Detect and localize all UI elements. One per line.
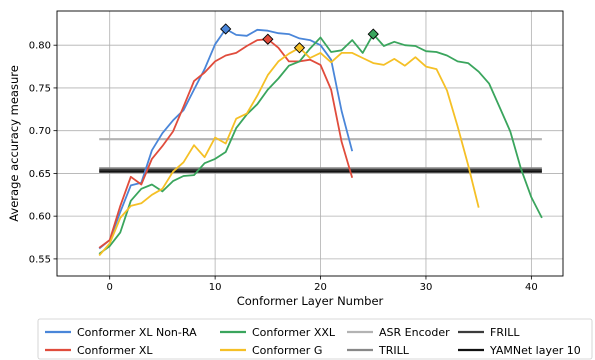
y-tick-label: 0.75	[29, 83, 51, 94]
x-tick-label: 20	[314, 282, 327, 293]
peak-marker-conformer-xl-non-ra	[220, 23, 232, 35]
peak-marker-conformer-xl	[262, 33, 274, 45]
series-line-conformer-g	[98, 46, 480, 257]
x-tick-label: 10	[209, 282, 222, 293]
y-tick-label: 0.55	[29, 254, 51, 265]
legend-label: Conformer XXL	[252, 326, 336, 339]
x-tick-label: 0	[107, 282, 113, 293]
axis-ticks: 0 10 20 30 40 0.55 0.60 0.65 0.70 0.75 0.80	[29, 41, 538, 293]
legend-label: Conformer XL Non-RA	[77, 326, 197, 339]
peak-markers	[220, 23, 379, 54]
y-tick-label: 0.80	[29, 41, 51, 52]
y-tick-label: 0.60	[29, 212, 51, 223]
peak-marker-conformer-xxl	[367, 28, 379, 40]
series-line-conformer-xxl	[98, 33, 543, 255]
y-axis-label: Average accuracy measure	[7, 65, 21, 222]
grid	[57, 11, 563, 276]
x-tick-label: 30	[420, 282, 433, 293]
legend-label: TRILL	[378, 344, 410, 357]
legend-label: ASR Encoder	[379, 326, 450, 339]
series-line-conformer-xl	[98, 38, 354, 249]
legend-label: Conformer XL	[77, 344, 153, 357]
legend-label: Conformer G	[252, 344, 322, 357]
plot-frame	[56, 10, 564, 277]
x-tick-label: 40	[525, 282, 538, 293]
legend-label: YAMNet layer 10	[489, 344, 581, 357]
peak-marker-conformer-g	[293, 42, 306, 54]
legend-label: FRILL	[490, 326, 520, 339]
x-axis-label: Conformer Layer Number	[237, 294, 384, 308]
legend-box	[37, 318, 593, 360]
legend: Conformer XL Non-RA Conformer XXL ASR Enco…	[37, 318, 593, 360]
y-tick-label: 0.70	[29, 126, 51, 137]
y-tick-label: 0.65	[29, 169, 51, 180]
